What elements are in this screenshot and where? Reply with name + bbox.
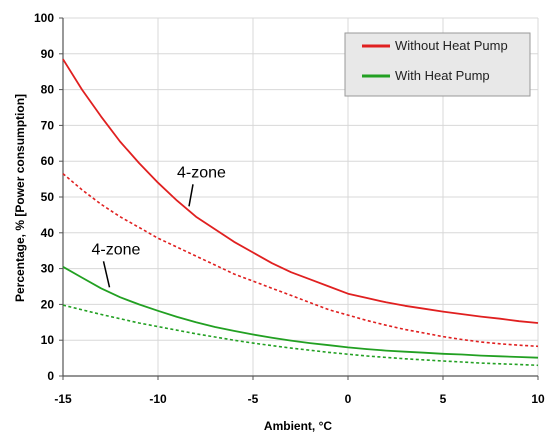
annotation-1: 4-zone xyxy=(177,164,226,207)
annotation-pointer-line xyxy=(102,261,111,288)
series-line-without-heat-pump-solid xyxy=(62,58,539,324)
tick-labels: 0 10 20 30 40 50 60 70 80 90 100 -15 -10 -5 0 5 10 xyxy=(34,11,545,406)
x-tick-label: -5 xyxy=(248,392,259,406)
annotation-2: 4-zone xyxy=(92,241,141,288)
y-tick-label: 50 xyxy=(41,190,55,204)
series-line-with-heat-pump-solid xyxy=(62,266,539,359)
x-axis-title: Ambient, °C xyxy=(264,419,332,433)
y-tick-label: 0 xyxy=(47,369,54,383)
legend: Without Heat Pump With Heat Pump xyxy=(344,32,531,97)
y-axis-title: Percentage, % [Power consumption] xyxy=(13,94,27,302)
y-tick-label: 10 xyxy=(41,333,55,347)
x-tick-label: 10 xyxy=(531,392,545,406)
y-tick-label: 30 xyxy=(41,262,55,276)
x-tick-label: 0 xyxy=(345,392,352,406)
y-tick-label: 100 xyxy=(34,11,54,25)
annotation-label: 4-zone xyxy=(92,241,141,258)
legend-label-without-heat-pump: Without Heat Pump xyxy=(395,38,508,53)
annotation-label: 4-zone xyxy=(177,164,226,181)
legend-label-with-heat-pump: With Heat Pump xyxy=(395,68,490,83)
x-tick-label: -10 xyxy=(149,392,167,406)
y-tick-label: 70 xyxy=(41,118,55,132)
y-tick-label: 20 xyxy=(41,297,55,311)
legend-box xyxy=(344,32,531,97)
y-tick-label: 60 xyxy=(41,154,55,168)
y-tick-label: 90 xyxy=(41,47,55,61)
series-lines xyxy=(62,58,539,367)
series-line-without-heat-pump-dashed xyxy=(62,173,539,348)
axes xyxy=(59,17,539,380)
y-tick-label: 80 xyxy=(41,83,55,97)
y-tick-label: 40 xyxy=(41,226,55,240)
x-tick-label: 5 xyxy=(440,392,447,406)
x-tick-label: -15 xyxy=(54,392,72,406)
annotation-pointer-line xyxy=(188,184,194,207)
